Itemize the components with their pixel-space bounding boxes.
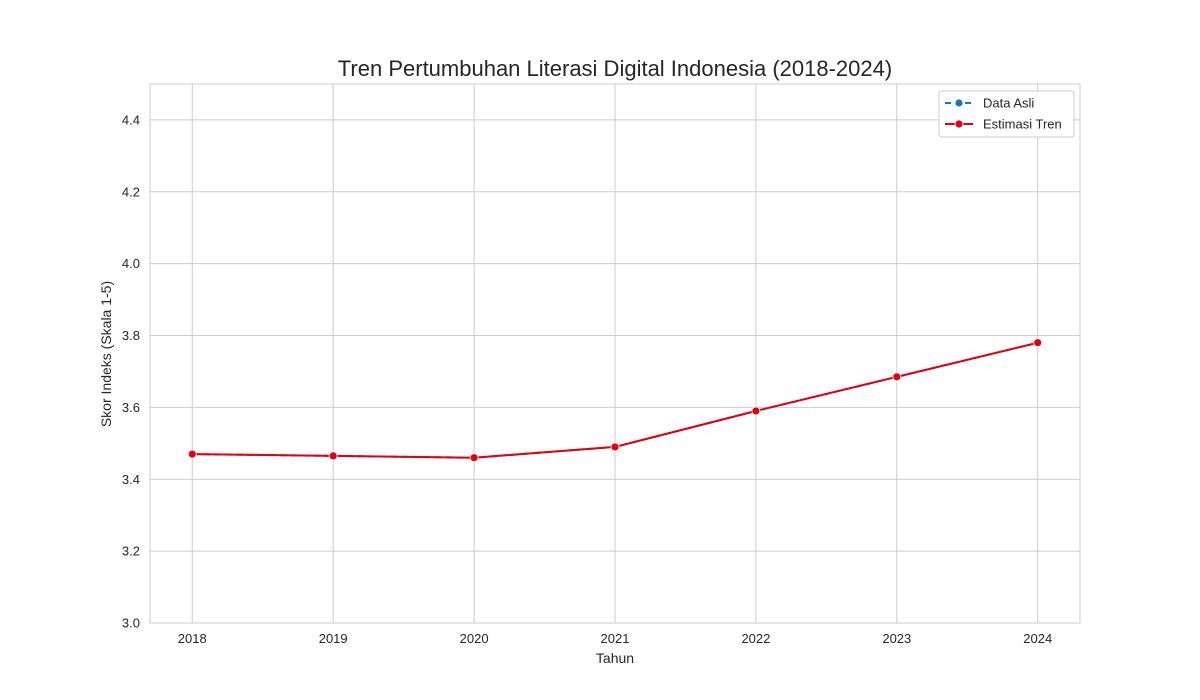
data-point-estimasi-tren xyxy=(751,406,761,416)
legend-marker-estimasi-tren xyxy=(954,119,964,129)
y-tick-label: 4.2 xyxy=(122,184,140,199)
legend-box xyxy=(938,90,1075,138)
x-tick-label: 2021 xyxy=(601,631,630,646)
y-tick-label: 3.4 xyxy=(122,472,140,487)
legend-label-estimasi-tren: Estimasi Tren xyxy=(983,117,1062,132)
tick-labels: 2018 2019 2020 2021 2022 2023 2024 3.0 3.2 3.4 3.6… xyxy=(122,112,1052,646)
series-layer xyxy=(187,338,1043,463)
data-point-estimasi-tren xyxy=(892,372,902,382)
x-axis-label: Tahun xyxy=(596,650,634,666)
data-point-estimasi-tren xyxy=(187,449,197,459)
y-tick-label: 4.0 xyxy=(122,256,140,271)
x-tick-label: 2020 xyxy=(460,631,489,646)
legend-marker-data-asli xyxy=(954,98,964,108)
legend: Data Asli Estimasi Tren xyxy=(938,90,1075,138)
x-tick-label: 2024 xyxy=(1023,631,1052,646)
data-point-estimasi-tren xyxy=(328,451,338,461)
data-point-estimasi-tren xyxy=(1033,338,1043,348)
y-tick-label: 3.6 xyxy=(122,400,140,415)
y-tick-label: 4.4 xyxy=(122,112,140,127)
y-tick-label: 3.2 xyxy=(122,544,140,559)
data-point-estimasi-tren xyxy=(610,442,620,452)
y-axis-label: Skor Indeks (Skala 1-5) xyxy=(98,281,114,427)
grid-lines xyxy=(150,84,1080,624)
y-tick-label: 3.8 xyxy=(122,328,140,343)
y-tick-label: 3.0 xyxy=(122,616,140,631)
x-tick-label: 2022 xyxy=(741,631,770,646)
chart-title: Tren Pertumbuhan Literasi Digital Indone… xyxy=(338,56,892,81)
legend-label-data-asli: Data Asli xyxy=(983,96,1034,111)
x-tick-label: 2019 xyxy=(319,631,348,646)
x-tick-label: 2023 xyxy=(882,631,911,646)
data-point-estimasi-tren xyxy=(469,453,479,463)
x-tick-label: 2018 xyxy=(178,631,207,646)
